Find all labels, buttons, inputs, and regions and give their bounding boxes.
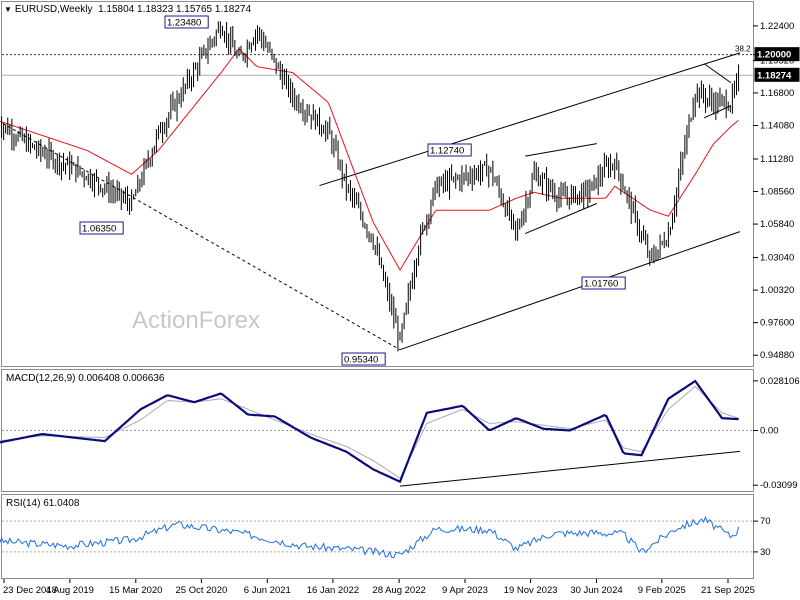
y-tick-label: 0.94880 <box>760 350 794 361</box>
x-tick-label: 9 Feb 2025 <box>638 585 686 596</box>
y-tick-label: 1.14080 <box>760 120 794 131</box>
y-tick-label: 1.00320 <box>760 285 794 296</box>
y-tick-label: 1.16800 <box>760 88 794 99</box>
y-tick-label: 1.08560 <box>760 187 794 198</box>
fib-38-2-label: 38.2 <box>735 45 751 54</box>
x-tick-label: 16 Jan 2022 <box>307 585 359 596</box>
x-tick-label: 25 Oct 2020 <box>176 585 228 596</box>
macd-trendline <box>399 450 740 487</box>
macd-tick-label: 0.00 <box>760 426 779 437</box>
price-panel-frame <box>1 1 754 367</box>
label-low-2025-box <box>581 276 626 290</box>
rsi-line <box>0 515 740 559</box>
macd-panel: 0.028106 0.00 -0.03099 <box>0 376 800 491</box>
symbol-label: EURUSD,Weekly <box>14 4 93 15</box>
macd-tick-label: 0.028106 <box>760 376 800 387</box>
x-tick-label: 4 Aug 2019 <box>46 585 94 596</box>
x-tick-label: 28 Aug 2022 <box>372 585 425 596</box>
watermark: ActionForex <box>132 307 260 334</box>
x-tick-label: 23 Dec 2018 <box>3 585 57 596</box>
macd-signal-line <box>0 385 739 479</box>
label-low-2019-box <box>79 221 124 235</box>
ma-path <box>0 47 739 271</box>
last-price-tag: 1.18274 <box>757 70 792 81</box>
ohlc-low: 1.15765 <box>175 4 213 15</box>
price-annotations: 38.2 <box>0 45 753 351</box>
flag-upper-line <box>525 143 597 157</box>
label-high-2023: 1.12740 <box>430 146 464 157</box>
label-low-2025: 1.01760 <box>584 279 618 290</box>
rsi-panel: 70 30 <box>0 515 771 559</box>
x-tick-label: 6 Jun 2021 <box>244 585 291 596</box>
y-tick-label: 1.05840 <box>760 219 794 230</box>
fib-level-tag-box <box>754 47 800 62</box>
x-tick-label: 21 Sep 2025 <box>701 585 755 596</box>
price-labels: 1.23480 1.06350 0.95340 1.12740 1.01760 1.200… <box>79 15 800 366</box>
y-tick-label: 1.22400 <box>760 21 794 32</box>
falling-trendline <box>0 121 401 351</box>
y-tick-label: 0.97600 <box>760 318 794 329</box>
y-tick-label: 1.03040 <box>760 253 794 264</box>
symbol-menu-icon[interactable]: ▼ <box>4 5 12 14</box>
macd-tick-label: -0.03099 <box>760 480 798 491</box>
label-high: 1.23480 <box>167 18 201 29</box>
label-high-2023-box <box>427 143 472 157</box>
x-tick-label: 15 Mar 2020 <box>109 585 162 596</box>
fib-level-tag: 1.20000 <box>757 50 791 61</box>
y-tick-label: 1.11280 <box>760 154 794 165</box>
ohlc-close: 1.18274 <box>214 4 252 15</box>
label-low-2022-box <box>341 352 386 366</box>
triangle-upper-line <box>703 63 732 84</box>
label-low-2022: 0.95340 <box>344 355 378 366</box>
macd-title: MACD(12,26,9) 0.006408 0.006636 <box>6 373 165 384</box>
macd-line <box>0 379 739 484</box>
rsi-panel-frame <box>1 494 754 579</box>
lower-channel-line <box>399 231 741 351</box>
x-tick-label: 9 Apr 2023 <box>442 585 488 596</box>
x-tick-label: 19 Nov 2023 <box>504 585 558 596</box>
label-high-box <box>164 15 209 29</box>
upper-channel-line <box>319 52 741 187</box>
rsi-tick-label: 30 <box>760 547 771 558</box>
candlestick-bars <box>0 21 740 352</box>
moving-average-line <box>0 47 739 271</box>
rsi-tick-label: 70 <box>760 516 771 527</box>
label-low-2019: 1.06350 <box>82 224 116 235</box>
symbol-header: ▼ EURUSD,Weekly 1.15804 1.18323 1.15765 1… <box>4 4 251 15</box>
ohlc-open: 1.15804 <box>98 4 135 15</box>
rsi-title: RSI(14) 61.0408 <box>6 498 80 509</box>
flag-lower-line <box>525 203 597 234</box>
last-price-tag-box <box>754 67 800 82</box>
x-tick-label: 30 Jun 2024 <box>570 585 622 596</box>
ohlc-high: 1.18323 <box>137 4 174 15</box>
